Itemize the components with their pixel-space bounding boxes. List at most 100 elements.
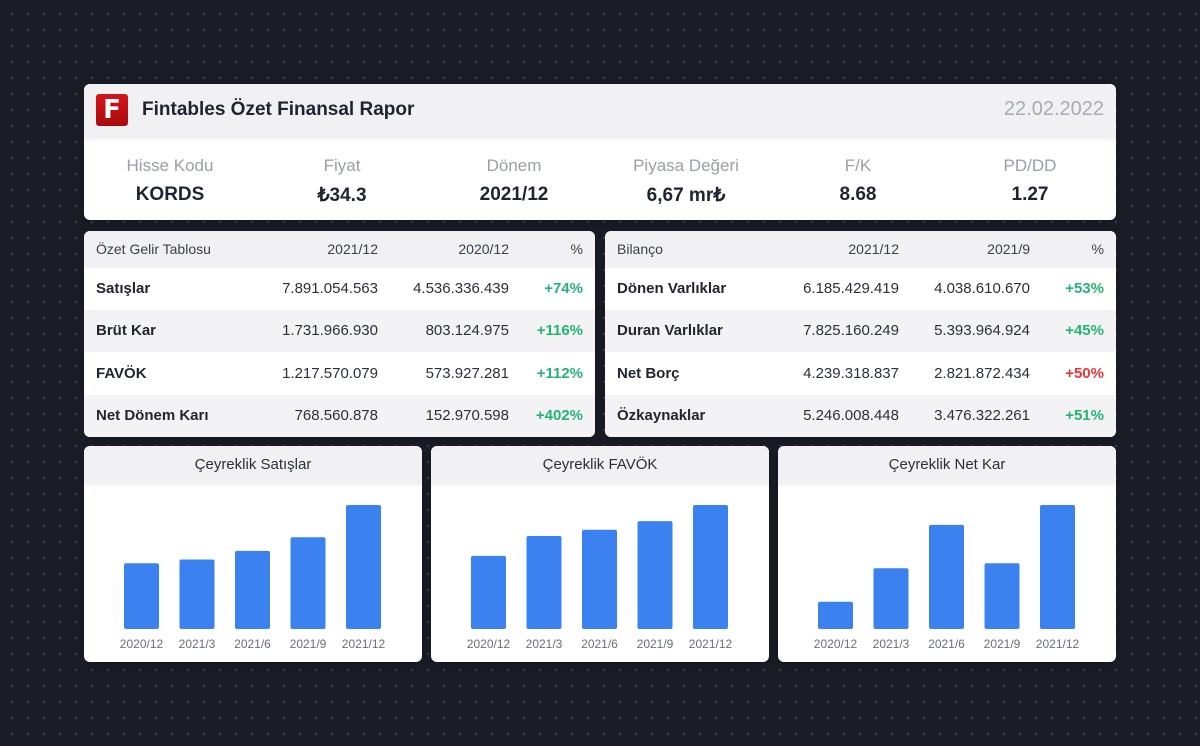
chart-title: Çeyreklik FAVÖK bbox=[431, 446, 769, 484]
bar-2021-6 bbox=[929, 524, 964, 629]
column-header: 2020/12 bbox=[458, 241, 509, 257]
cell-percent: +51% bbox=[1065, 407, 1104, 425]
cell-value: 7.825.160.249 bbox=[803, 322, 899, 340]
report-title: Fintables Özet Finansal Rapor bbox=[142, 99, 415, 120]
stat-label: Dönem bbox=[486, 156, 542, 175]
bar-2021-9 bbox=[290, 537, 326, 629]
table-row: Dönen Varlıklar 6.185.429.419 4.038.610.… bbox=[605, 267, 1116, 310]
stat-label: PD/DD bbox=[1003, 156, 1057, 175]
cell-value: 7.891.054.563 bbox=[282, 279, 378, 297]
stat-fk: F/K 8.68 bbox=[772, 138, 944, 220]
stat-value: 8.68 bbox=[839, 184, 877, 205]
x-tick-label: 2021/6 bbox=[928, 637, 965, 651]
row-label: Dönen Varlıklar bbox=[617, 279, 727, 297]
x-tick-label: 2021/3 bbox=[179, 637, 216, 651]
row-label: FAVÖK bbox=[96, 364, 147, 382]
stat-value: ₺34.3 bbox=[317, 185, 367, 206]
bar-2021-12 bbox=[1040, 505, 1075, 629]
fintables-logo: F bbox=[96, 94, 128, 126]
stat-donem: Dönem 2021/12 bbox=[428, 138, 600, 220]
bar-2021-6 bbox=[235, 550, 270, 629]
chart-card-quarterly-sales: Çeyreklik Satışlar 2020/12 2021/3 2021/6 20… bbox=[84, 446, 422, 662]
column-header: Özet Gelir Tablosu bbox=[96, 241, 211, 257]
report-date: 22.02.2022 bbox=[1003, 98, 1104, 120]
summary-header-card: F Fintables Özet Finansal Rapor 22.02.20… bbox=[84, 84, 1116, 220]
cell-percent: +116% bbox=[536, 322, 583, 340]
row-label: Brüt Kar bbox=[96, 322, 157, 340]
bar-2020-12 bbox=[818, 601, 853, 629]
table-row: FAVÖK 1.217.570.079 573.927.281 +112% bbox=[84, 352, 595, 395]
x-tick-label: 2020/12 bbox=[814, 637, 858, 651]
x-tick-label: 2021/12 bbox=[1036, 637, 1080, 651]
cell-value: 768.560.878 bbox=[294, 407, 378, 425]
x-tick-label: 2021/6 bbox=[581, 637, 618, 651]
stat-label: Fiyat bbox=[323, 156, 361, 175]
row-label: Net Dönem Karı bbox=[96, 407, 209, 425]
bar-2021-9 bbox=[637, 521, 673, 629]
chart-card-quarterly-net-profit: Çeyreklik Net Kar 2020/12 2021/3 2021/6 202… bbox=[778, 446, 1116, 662]
stat-label: Piyasa Değeri bbox=[633, 156, 739, 175]
income-statement-table: Özet Gelir Tablosu 2021/12 2020/12 % Sat… bbox=[84, 231, 595, 437]
table-row: Net Borç 4.239.318.837 2.821.872.434 +50… bbox=[605, 352, 1116, 395]
bar-2021-3 bbox=[179, 559, 215, 629]
header-bar: F Fintables Özet Finansal Rapor 22.02.20… bbox=[84, 84, 1116, 138]
table-row: Net Dönem Karı 768.560.878 152.970.598 +… bbox=[84, 394, 595, 437]
cell-value: 2.821.872.434 bbox=[934, 364, 1030, 382]
x-tick-label: 2021/9 bbox=[637, 637, 674, 651]
cell-value: 803.124.975 bbox=[425, 322, 509, 340]
x-tick-label: 2021/3 bbox=[873, 637, 910, 651]
bar-2020-12 bbox=[471, 555, 506, 629]
cell-value: 1.731.966.930 bbox=[282, 322, 378, 340]
stat-value: 1.27 bbox=[1011, 184, 1049, 205]
cell-value: 4.038.610.670 bbox=[934, 279, 1030, 297]
cell-value: 5.246.008.448 bbox=[803, 407, 899, 425]
cell-value: 4.239.318.837 bbox=[803, 364, 899, 382]
cell-value: 152.970.598 bbox=[425, 407, 509, 425]
x-tick-label: 2020/12 bbox=[120, 637, 164, 651]
table-row: Brüt Kar 1.731.966.930 803.124.975 +116% bbox=[84, 309, 595, 352]
x-tick-label: 2021/6 bbox=[234, 637, 271, 651]
cell-percent: +50% bbox=[1065, 364, 1104, 382]
cell-value: 573.927.281 bbox=[425, 364, 509, 382]
table-row: Satışlar 7.891.054.563 4.536.336.439 +74… bbox=[84, 267, 595, 310]
stat-value: 2021/12 bbox=[479, 184, 549, 205]
row-label: Özkaynaklar bbox=[617, 407, 706, 425]
balance-sheet-table: Bilanço 2021/12 2021/9 % Dönen Varlıklar… bbox=[605, 231, 1116, 437]
cell-value: 6.185.429.419 bbox=[803, 279, 899, 297]
table-header: Özet Gelir Tablosu 2021/12 2020/12 % bbox=[84, 231, 595, 267]
stat-value: KORDS bbox=[135, 184, 205, 205]
stat-piyasa-degeri: Piyasa Değeri 6,67 mr₺ bbox=[600, 138, 772, 220]
chart-quarterly-ebitda: 2020/12 2021/3 2021/6 2021/9 2021/12 bbox=[467, 505, 733, 651]
bar-2021-6 bbox=[582, 529, 617, 629]
bar-2021-3 bbox=[873, 568, 909, 629]
bar-2020-12 bbox=[124, 563, 159, 629]
stat-hisse-kodu: Hisse Kodu KORDS bbox=[84, 138, 256, 220]
cell-value: 3.476.322.261 bbox=[934, 407, 1030, 425]
column-header: 2021/9 bbox=[987, 241, 1030, 257]
cell-percent: +74% bbox=[544, 279, 583, 297]
chart-title: Çeyreklik Net Kar bbox=[778, 446, 1116, 484]
table-row: Özkaynaklar 5.246.008.448 3.476.322.261 … bbox=[605, 394, 1116, 437]
bar-2021-3 bbox=[526, 536, 562, 629]
table-header: Bilanço 2021/12 2021/9 % bbox=[605, 231, 1116, 267]
x-tick-label: 2021/12 bbox=[689, 637, 733, 651]
x-tick-label: 2021/3 bbox=[526, 637, 563, 651]
row-label: Satışlar bbox=[96, 279, 151, 297]
column-header: 2021/12 bbox=[327, 241, 378, 257]
x-tick-label: 2021/12 bbox=[342, 637, 386, 651]
stat-fiyat: Fiyat ₺34.3 bbox=[256, 138, 428, 220]
stats-row: Hisse Kodu KORDS Fiyat ₺34.3 Dönem 2021/… bbox=[84, 138, 1116, 220]
cell-percent: +53% bbox=[1065, 279, 1104, 297]
column-header: 2021/12 bbox=[848, 241, 899, 257]
x-tick-label: 2020/12 bbox=[467, 637, 511, 651]
cell-value: 5.393.964.924 bbox=[934, 322, 1030, 340]
column-header: % bbox=[570, 241, 583, 257]
row-label: Net Borç bbox=[617, 364, 680, 382]
cell-percent: +402% bbox=[535, 407, 583, 425]
table-row: Duran Varlıklar 7.825.160.249 5.393.964.… bbox=[605, 309, 1116, 352]
chart-quarterly-net-profit: 2020/12 2021/3 2021/6 2021/9 2021/12 bbox=[814, 505, 1080, 651]
stat-label: Hisse Kodu bbox=[126, 156, 214, 175]
x-tick-label: 2021/9 bbox=[984, 637, 1021, 651]
column-header: % bbox=[1091, 241, 1104, 257]
bar-2021-12 bbox=[346, 505, 381, 629]
